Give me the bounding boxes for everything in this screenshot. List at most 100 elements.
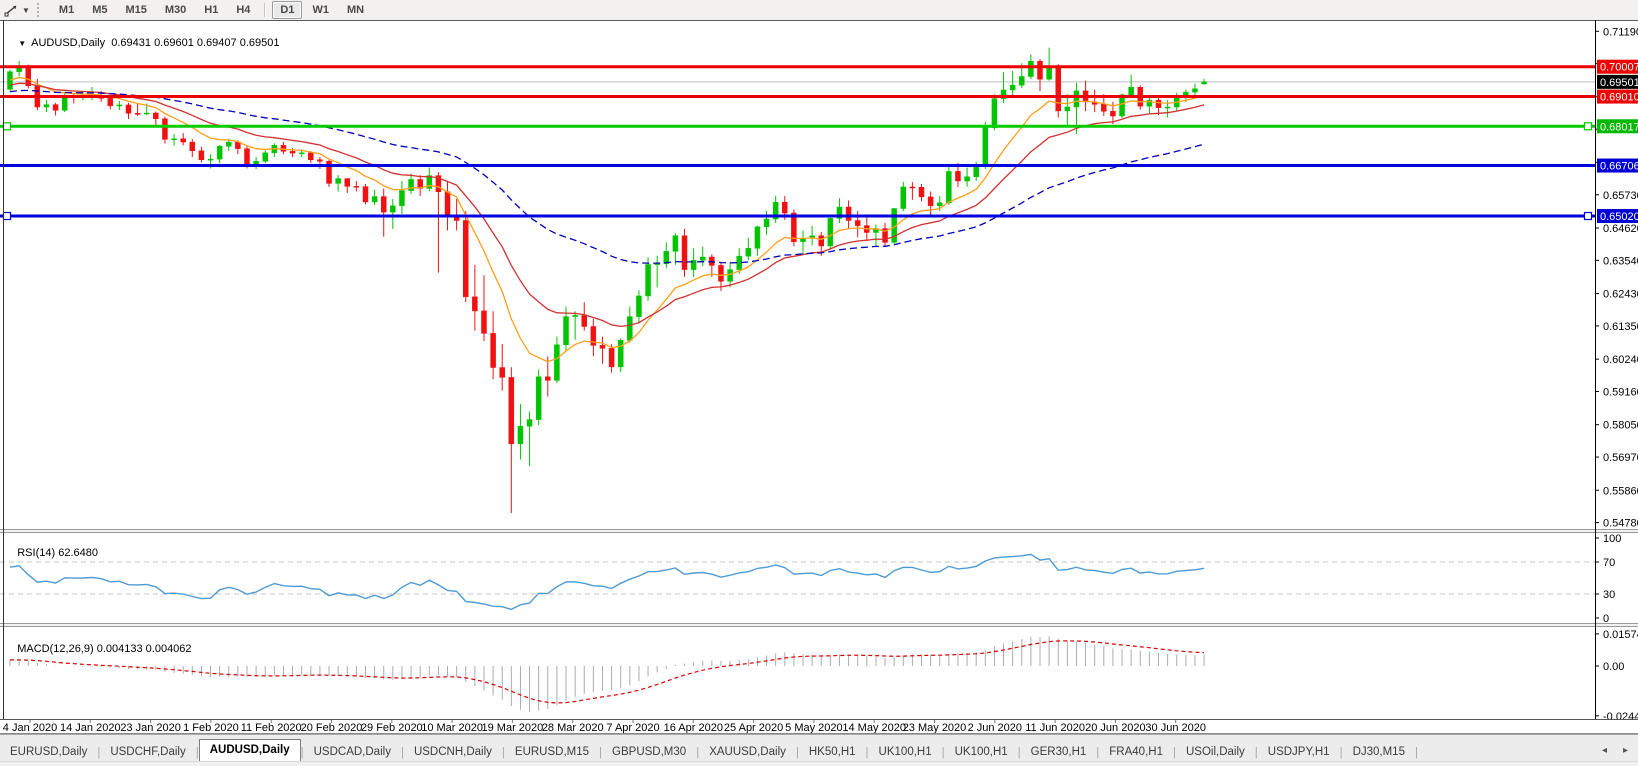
line-handle[interactable] [1583,211,1593,221]
svg-text:29 Feb 2020: 29 Feb 2020 [361,722,423,734]
rsi-indicator-label: RSI(14) 62.6480 [17,547,98,559]
tab-separator: | [865,747,869,759]
macd-panel: 0.015741 0.00 -0.024412 [9,629,1638,723]
svg-text:11 Jun 2020: 11 Jun 2020 [1025,722,1085,734]
panel-splitter[interactable] [0,529,1638,533]
timeframe-button-m15[interactable]: M15 [125,4,147,16]
svg-text:20 Jun 2020: 20 Jun 2020 [1085,722,1146,734]
macd-signal-line [10,640,1205,704]
line-handle[interactable] [1583,122,1593,131]
svg-text:30 Jun 2020: 30 Jun 2020 [1145,722,1206,734]
svg-text:70: 70 [1603,557,1615,569]
tab-separator: | [696,747,700,759]
chart-tabs-bar: EURUSD,Daily | USDCHF,Daily | AUDUSD,Daily | U… [0,734,1638,762]
chart-tab-usdcnh-daily[interactable]: USDCNH,Daily [413,746,492,758]
chart-tab-xauusd-daily[interactable]: XAUUSD,Daily [709,746,786,758]
line-handle[interactable] [2,211,12,221]
candlestick-series [7,47,1207,514]
chart-tab-audusd-daily[interactable]: AUDUSD,Daily [198,739,301,762]
macd-values: 0.004133 0.004062 [96,643,192,655]
tabs-scroll-right-icon[interactable]: ▸ [1622,745,1628,756]
svg-text:0.69010: 0.69010 [1600,92,1638,104]
svg-text:11 Feb 2020: 11 Feb 2020 [241,722,302,734]
tab-separator: | [941,747,945,759]
rsi-line [9,553,1205,611]
svg-text:5 May 2020: 5 May 2020 [785,722,842,734]
svg-text:0.69501: 0.69501 [1600,77,1638,89]
chart-tab-uk100-h1[interactable]: UK100,H1 [954,746,1008,758]
svg-text:0: 0 [1603,613,1609,625]
chart-tab-eurusd-m15[interactable]: EURUSD,M15 [514,746,590,758]
chart-tab-usdchf-daily[interactable]: USDCHF,Daily [110,746,186,758]
dropdown-caret-icon[interactable]: ▼ [22,5,30,15]
chart-tab-dj30-m15[interactable]: DJ30,M15 [1352,746,1405,758]
svg-text:4 Jan 2020: 4 Jan 2020 [3,722,57,734]
tab-separator: | [1339,747,1343,759]
hline-0.68017[interactable] [0,122,1595,131]
line-studies-icon[interactable] [4,3,20,17]
panel-splitter[interactable] [0,623,1638,627]
svg-text:25 Apr 2020: 25 Apr 2020 [724,722,783,734]
tab-separator: | [1414,747,1418,759]
time-axis: 4 Jan 2020 14 Jan 2020 23 Jan 2020 1 Feb 20… [3,720,1206,734]
hline-0.65020[interactable] [0,211,1595,221]
chart-symbol-label: AUDUSD,Daily [31,37,106,49]
tab-separator: | [501,747,505,759]
chart-ohlc-values: 0.69431 0.69601 0.69407 0.69501 [111,37,280,49]
tab-separator: | [795,747,799,759]
timeframe-button-m30[interactable]: M30 [164,4,187,16]
chart-tab-ger30-h1[interactable]: GER30,H1 [1030,746,1087,758]
timeframe-button-h1[interactable]: H1 [204,4,219,16]
timeframes-toolbar: ▼ M1 M5 M15 M30 H1 H4 D1 W1 MN [0,0,1638,21]
tab-separator: | [97,747,101,759]
overlay-ma-mid [9,82,1205,328]
svg-text:100: 100 [1603,533,1621,545]
toolbar-separator [264,3,267,17]
svg-text:0.70007: 0.70007 [1600,62,1638,74]
timeframe-button-m5[interactable]: M5 [92,4,108,16]
svg-text:19 Mar 2020: 19 Mar 2020 [482,722,544,734]
tabs-scroll-left-icon[interactable]: ◂ [1601,745,1607,756]
svg-text:0.015741: 0.015741 [1603,629,1638,641]
tab-separator: | [400,747,404,759]
chart-tab-usdcad-daily[interactable]: USDCAD,Daily [313,746,391,758]
svg-text:0.66706: 0.66706 [1600,161,1638,173]
timeframe-button-h4[interactable]: H4 [236,4,251,16]
svg-text:23 May 2020: 23 May 2020 [903,722,967,734]
chart-title: ▼ AUDUSD,Daily 0.69431 0.69601 0.69407 0.… [6,25,279,61]
status-strip [0,761,1638,766]
svg-text:16 Apr 2020: 16 Apr 2020 [664,722,723,734]
line-handle[interactable] [2,122,12,131]
tab-separator: | [1017,747,1021,759]
timeframe-button-d1[interactable]: D1 [272,1,303,19]
collapse-indicator-icon[interactable]: ▼ [18,39,27,48]
tab-separator: | [599,747,603,759]
svg-text:14 Jan 2020: 14 Jan 2020 [60,722,121,734]
chart-tab-usoil-daily[interactable]: USOil,Daily [1185,746,1245,758]
chart-tab-eurusd-daily[interactable]: EURUSD,Daily [10,746,88,758]
timeframe-button-m1[interactable]: M1 [58,4,75,16]
svg-text:10 Mar 2020: 10 Mar 2020 [421,722,483,734]
chart-tab-usdjpy-h1[interactable]: USDJPY,H1 [1267,746,1330,758]
svg-text:0.65020: 0.65020 [1600,211,1638,223]
chart-tab-fra40-h1[interactable]: FRA40,H1 [1109,746,1163,758]
chart-tab-hk50-h1[interactable]: HK50,H1 [808,746,856,758]
timeframe-button-w1[interactable]: W1 [312,4,329,16]
svg-text:0.00: 0.00 [1603,661,1624,673]
chart-tab-uk100-h1[interactable]: UK100,H1 [878,746,932,758]
chart-tab-gbpusd-m30[interactable]: GBPUSD,M30 [612,746,687,758]
rsi-panel: 100 70 30 0 [0,533,1621,625]
tab-separator: | [1096,747,1100,759]
toolbar-grip[interactable] [36,3,43,17]
tab-separator: | [195,747,199,759]
tab-separator: | [300,747,304,759]
timeframe-button-mn[interactable]: MN [346,4,365,16]
